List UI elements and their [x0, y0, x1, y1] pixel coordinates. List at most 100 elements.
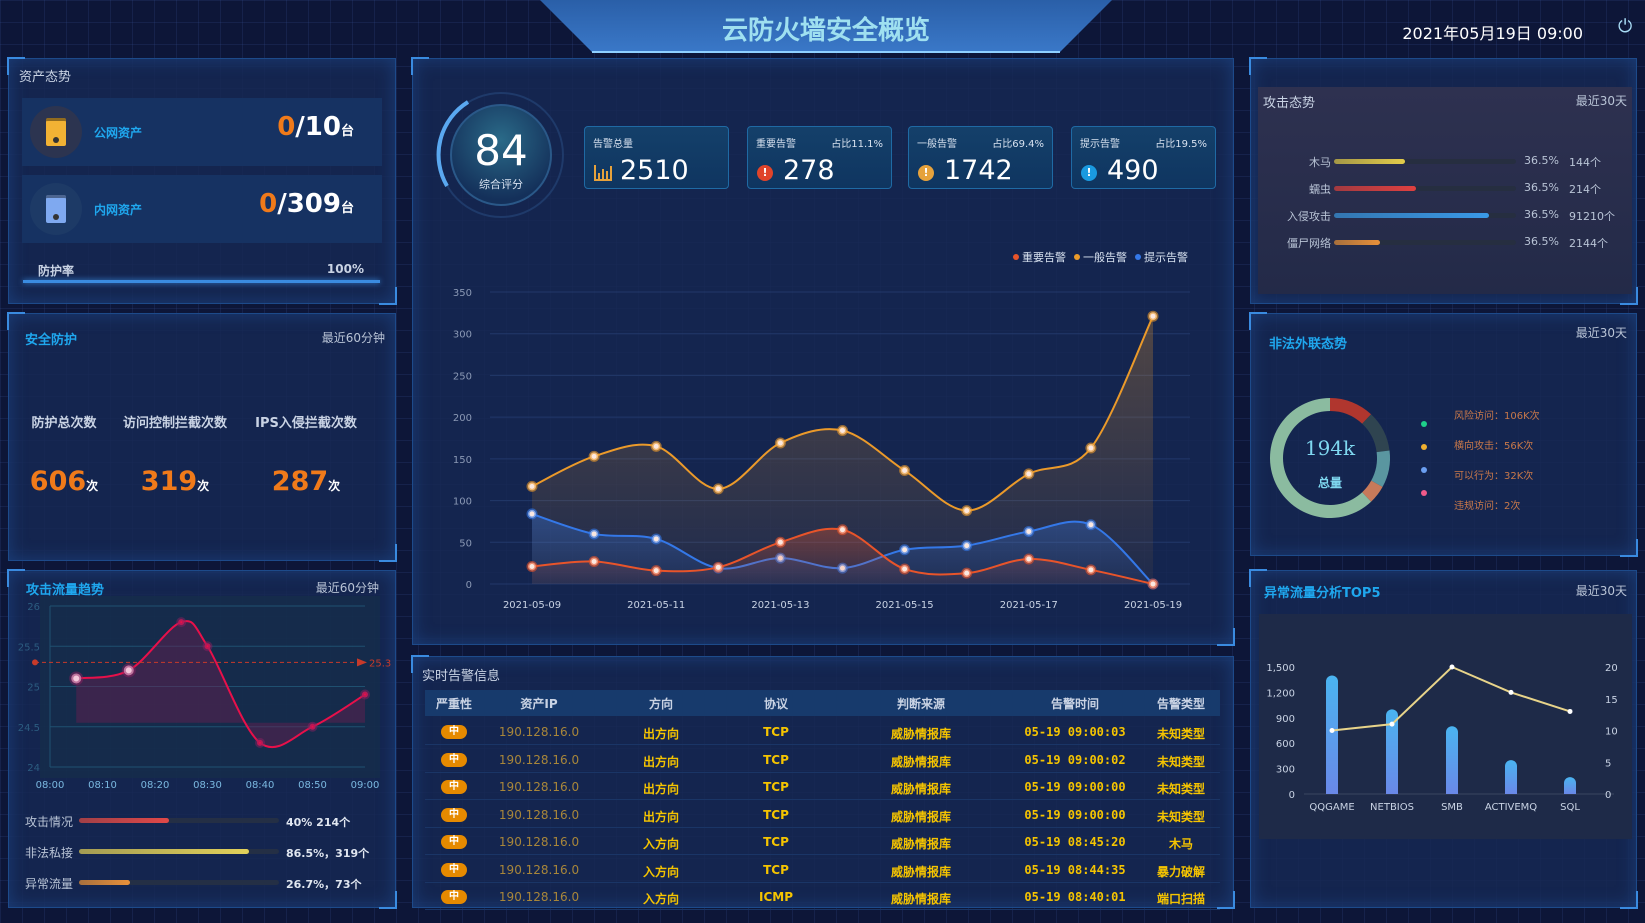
attack-count: 91210个 [1569, 210, 1615, 223]
server-icon [30, 106, 82, 158]
alert-card-label: 一般告警 [917, 139, 957, 150]
x-tick-label: 08:20 [141, 780, 170, 791]
legend-dot-icon [1074, 254, 1080, 260]
alert-card-value: 278 [783, 155, 835, 186]
alert-card-value: 490 [1107, 155, 1159, 186]
chart-legend: 重要告警 一般告警 提示告警 [1013, 249, 1188, 265]
data-point [1023, 553, 1035, 565]
attack-bar-fill [1334, 159, 1405, 164]
column-header[interactable]: 资产IP [520, 697, 558, 711]
column-header[interactable]: 方向 [648, 697, 674, 711]
legend-item[interactable]: 重要告警 [1013, 249, 1066, 265]
y-tick-label: 0 [466, 580, 472, 591]
outbound-legend-item[interactable]: 可以行为：32K次 [1454, 471, 1534, 482]
column-header[interactable]: 告警类型 [1156, 697, 1206, 711]
asset-count: 0/10台 [277, 112, 354, 142]
legend-item[interactable]: 提示告警 [1135, 249, 1188, 265]
table-row[interactable] [425, 719, 1220, 745]
protection-stat-value: 319次 [140, 466, 210, 497]
outbound-legend-item[interactable]: 横向攻击：56K次 [1454, 441, 1534, 452]
y-tick-label: 150 [453, 455, 472, 466]
line-point [1329, 728, 1335, 733]
attack-label: 入侵攻击 [1287, 210, 1331, 223]
table-cell: 190.128.16.0 [498, 807, 580, 822]
table-cell: 入方向 [642, 892, 680, 906]
y-tick-label: 24 [27, 763, 40, 774]
table-cell: 05-19 08:45:20 [1024, 835, 1126, 849]
legend-dot-icon [1421, 421, 1427, 427]
x-tick-label: 2021-05-11 [627, 600, 685, 611]
x-tick-label: QQGAME [1309, 802, 1354, 813]
alert-card[interactable]: 一般告警 占比69.4%! 1742 [908, 126, 1053, 189]
traffic-point [176, 617, 187, 628]
traffic-bar-value: 40% 214个 [286, 816, 351, 829]
table-cell: 05-19 09:00:02 [1024, 752, 1126, 767]
legend-dot-icon [1421, 444, 1427, 450]
power-icon[interactable]: ⏻ [1618, 16, 1633, 37]
table-cell: 入方向 [642, 864, 680, 879]
column-header[interactable]: 判断来源 [896, 697, 946, 711]
bar [1386, 709, 1398, 794]
severity-badge: 中 [441, 752, 467, 767]
data-point [961, 505, 973, 517]
column-header[interactable]: 告警时间 [1050, 697, 1100, 711]
x-tick-label: 2021-05-19 [1124, 600, 1182, 611]
alert-card[interactable]: 告警总量 2510 [584, 126, 729, 189]
table-row[interactable] [425, 829, 1220, 855]
alert-card[interactable]: 重要告警 占比11.1%! 278 [747, 126, 892, 189]
outbound-legend-item[interactable]: 违规访问：2次 [1454, 501, 1521, 512]
legend-item[interactable]: 一般告警 [1074, 249, 1127, 265]
attack-bar-track [1334, 159, 1516, 164]
outbound-legend-item[interactable]: 风险访问：106K次 [1454, 411, 1540, 422]
table-cell: 出方向 [642, 809, 680, 824]
table-cell: TCP [763, 807, 789, 822]
data-point [650, 533, 662, 545]
bar [1326, 675, 1338, 794]
column-header[interactable]: 协议 [763, 697, 789, 711]
y-tick-label: 300 [1276, 765, 1295, 776]
server-icon [30, 183, 82, 235]
score-value: 84 [474, 126, 528, 175]
table-cell: TCP [763, 780, 789, 794]
x-tick-label: 08:00 [36, 780, 65, 791]
traffic-point [307, 721, 318, 732]
x-tick-label: 09:00 [351, 780, 380, 791]
table-row[interactable] [425, 774, 1220, 800]
traffic-chart: 24 24.5 25 25.5 26 08:00 08:10 08:20 08:30 08:40 0… [18, 596, 391, 791]
traffic-bar-value: 86.5%，319个 [286, 847, 370, 860]
series-area [532, 528, 1153, 584]
table-cell: 190.128.16.0 [498, 862, 580, 877]
x-tick-label: 08:30 [193, 780, 222, 791]
page-title: 云防火墙安全概览 [721, 16, 930, 46]
table-row[interactable] [425, 802, 1220, 828]
attack-period: 最近30天 [1575, 94, 1627, 108]
traffic-area [76, 621, 365, 748]
protection-stat-label: 访问控制拦截次数 [122, 416, 227, 431]
attack-bar-fill [1334, 240, 1380, 245]
table-row[interactable] [425, 747, 1220, 773]
traffic-bar-label: 非法私接 [25, 846, 74, 860]
attack-title: 攻击态势 [1263, 96, 1316, 111]
alert-trend-chart: 0 50 100 150 200 250 300 350 2021-05-09 2021-05-1… [453, 288, 1190, 611]
traffic-point [69, 671, 84, 686]
protection-stat-value: 287次 [271, 466, 341, 497]
protection-rate-label: 防护率 [38, 264, 75, 278]
table-cell: TCP [763, 752, 789, 767]
column-header[interactable]: 严重性 [435, 697, 473, 711]
header-banner [540, 0, 1112, 53]
traffic-bar-fill [79, 818, 169, 823]
severity-badge: 中 [441, 835, 467, 849]
alert-card-value: 1742 [944, 155, 1013, 186]
alert-icon: ! [757, 165, 773, 181]
traffic-point [255, 737, 265, 748]
outbound-total: 194k [1304, 436, 1356, 460]
attack-pct: 36.5% [1524, 181, 1559, 194]
traffic-bar-label: 攻击情况 [25, 815, 74, 829]
table-row[interactable] [425, 884, 1220, 910]
table-cell: TCP [763, 725, 789, 739]
table-row[interactable] [425, 857, 1220, 883]
attack-bar-track [1334, 213, 1516, 218]
y-tick-label: 300 [453, 330, 472, 341]
alert-card[interactable]: 提示告警 占比19.5%! 490 [1071, 126, 1216, 189]
traffic-period: 最近60分钟 [315, 581, 379, 595]
